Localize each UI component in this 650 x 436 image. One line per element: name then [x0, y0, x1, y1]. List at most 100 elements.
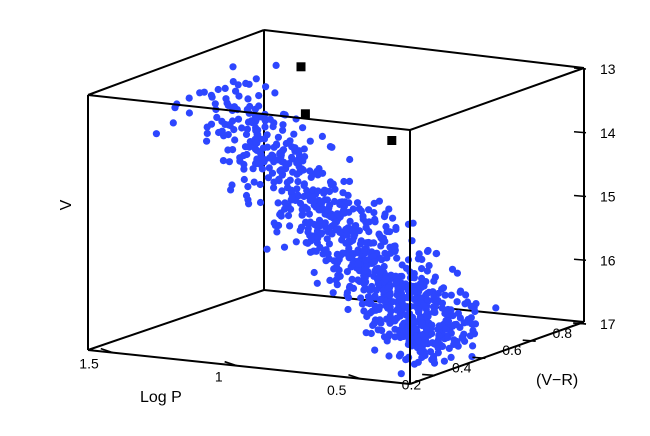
data-point: [287, 205, 295, 213]
box-edge-front-top: [87, 94, 411, 131]
data-point: [278, 187, 286, 195]
data-point: [400, 301, 408, 309]
data-point: [225, 121, 233, 129]
data-point: [294, 178, 302, 186]
data-point: [344, 305, 352, 314]
box-edge-bottom-right-depth: [409, 321, 585, 385]
data-point: [330, 265, 338, 273]
data-point: [340, 177, 348, 186]
data-point: [284, 184, 292, 192]
data-point: [221, 84, 229, 92]
data-point: [299, 124, 307, 132]
data-point: [229, 63, 237, 71]
data-point: [334, 210, 342, 218]
data-point: [234, 81, 242, 89]
data-point: [171, 104, 179, 112]
data-point: [318, 132, 326, 140]
data-point: [230, 103, 238, 111]
data-point: [371, 316, 379, 324]
data-point: [392, 272, 400, 280]
data-point: [442, 325, 450, 333]
data-point: [453, 269, 461, 277]
data-point: [432, 250, 440, 258]
data-point: [252, 75, 260, 83]
data-point: [362, 278, 370, 286]
data-point: [319, 169, 327, 177]
data-point: [385, 352, 393, 360]
data-point: [346, 217, 354, 225]
data-point: [344, 191, 352, 199]
data-point: [420, 339, 428, 347]
data-point: [236, 157, 244, 165]
data-point: [441, 291, 449, 299]
data-point: [222, 95, 230, 103]
data-point: [393, 254, 401, 262]
data-point: [342, 225, 350, 233]
data-point: [430, 292, 438, 301]
data-point: [435, 322, 443, 330]
data-point: [389, 214, 397, 222]
data-point: [284, 212, 293, 220]
data-point: [470, 330, 479, 338]
data-point: [380, 213, 389, 221]
data-point: [376, 303, 384, 311]
data-point: [471, 307, 479, 316]
data-point: [329, 289, 337, 297]
y-axis-title: (V−R): [536, 372, 578, 389]
data-point: [245, 200, 253, 208]
data-point: [329, 180, 337, 188]
data-point: [262, 83, 270, 91]
data-point: [361, 266, 369, 275]
data-point: [288, 153, 296, 161]
data-point: [418, 274, 426, 282]
data-point: [293, 185, 301, 193]
data-point: [224, 101, 232, 109]
data-point: [374, 280, 382, 288]
data-point: [328, 230, 336, 238]
x-tick: [348, 374, 361, 380]
data-point: [346, 155, 354, 164]
data-point: [213, 113, 221, 121]
data-point: [273, 228, 281, 236]
data-point: [314, 187, 322, 195]
data-point: [362, 223, 370, 232]
z-tick-label: 13: [600, 61, 616, 77]
data-point: [263, 245, 271, 253]
z-tick: [573, 258, 587, 262]
data-point: [251, 135, 259, 143]
data-point: [276, 210, 284, 219]
data-point: [231, 136, 239, 144]
data-point: [368, 282, 376, 291]
data-point: [419, 301, 427, 310]
data-point: [348, 275, 356, 283]
data-point: [243, 125, 251, 133]
data-point: [362, 256, 370, 264]
data-point: [386, 319, 394, 327]
data-point: [367, 239, 375, 247]
data-point: [416, 294, 424, 302]
data-point: [430, 352, 438, 361]
data-point: [303, 205, 311, 213]
data-point: [299, 210, 307, 218]
data-point: [393, 306, 401, 314]
z-tick: [573, 194, 587, 198]
data-point: [269, 123, 277, 131]
data-point: [403, 333, 411, 341]
data-point: [456, 288, 464, 296]
data-point: [272, 61, 280, 69]
data-point: [279, 126, 287, 134]
x-tick-label: 0.5: [327, 382, 347, 398]
data-point: [339, 249, 347, 257]
data-point: [274, 133, 282, 141]
data-point: [399, 283, 407, 291]
data-point: [261, 156, 269, 164]
data-point: [375, 230, 383, 238]
z-tick: [573, 130, 587, 134]
data-point: [425, 262, 433, 270]
data-point: [365, 206, 373, 214]
data-point: [326, 201, 334, 209]
black-square-series: [296, 62, 397, 145]
data-point: [365, 218, 373, 226]
data-point: [438, 342, 447, 350]
data-point: [471, 320, 480, 328]
